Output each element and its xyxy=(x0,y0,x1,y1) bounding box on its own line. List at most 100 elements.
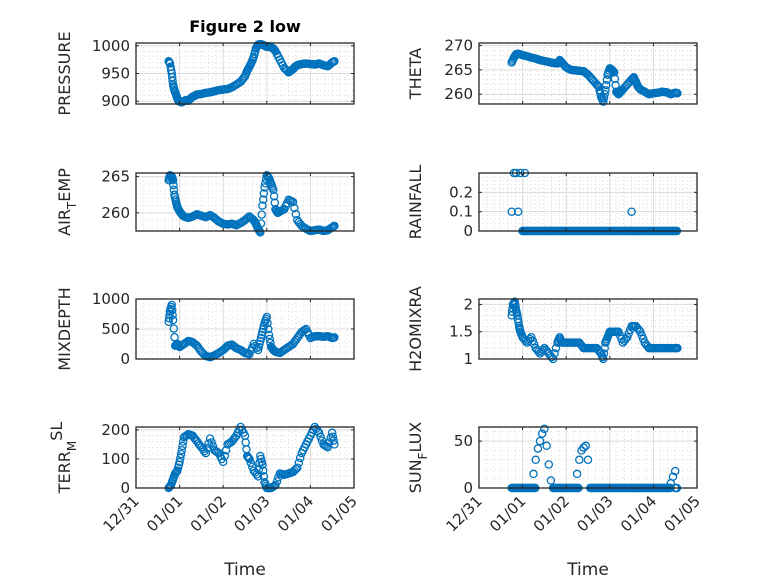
data-point xyxy=(540,424,549,434)
data-point xyxy=(176,453,185,463)
y-tick-label: 1.5 xyxy=(449,323,473,341)
data-point xyxy=(579,443,588,452)
y-tick-label: 260 xyxy=(444,85,473,103)
data-point xyxy=(601,80,611,90)
data-point xyxy=(177,445,187,455)
data-point xyxy=(293,463,302,472)
data-point xyxy=(168,315,178,325)
y-tick-label: 265 xyxy=(101,168,130,186)
x-tick-label: 01/01 xyxy=(143,492,186,535)
figure-title: Figure 2 low xyxy=(189,17,301,36)
data-point xyxy=(169,180,178,190)
y-tick-label: 900 xyxy=(101,92,130,110)
y-tick-label: 0 xyxy=(120,350,130,368)
y-tick-label: 2 xyxy=(463,295,473,313)
data-point xyxy=(550,349,559,358)
y-axis-label: PRESSURE xyxy=(55,31,74,115)
data-point xyxy=(328,432,338,441)
data-point xyxy=(167,300,177,310)
data-point xyxy=(175,457,184,467)
data-point xyxy=(507,207,516,216)
data-point xyxy=(329,436,338,445)
data-point xyxy=(622,332,632,342)
y-tick-label: 270 xyxy=(444,36,473,54)
data-point xyxy=(244,453,253,463)
data-point xyxy=(535,436,545,446)
data-point xyxy=(218,457,228,467)
data-point xyxy=(599,349,609,358)
data-point xyxy=(330,57,339,66)
data-point xyxy=(257,210,266,219)
x-tick-label: 01/03 xyxy=(573,492,616,535)
data-point xyxy=(542,441,551,451)
axes-box xyxy=(478,298,698,360)
data-point xyxy=(670,466,680,476)
data-point xyxy=(673,343,682,353)
y-label-subscript: M xyxy=(65,441,79,451)
data-point xyxy=(546,476,556,485)
data-point xyxy=(330,221,339,231)
data-point xyxy=(170,332,179,342)
data-point xyxy=(168,176,178,185)
data-point xyxy=(314,428,324,438)
data-point xyxy=(572,469,582,479)
data-point xyxy=(288,467,298,477)
y-tick-label: 0.2 xyxy=(449,183,473,201)
data-point xyxy=(295,453,305,463)
data-point xyxy=(291,209,301,219)
y-tick-label: 200 xyxy=(101,421,130,439)
data-point xyxy=(601,86,610,95)
data-point xyxy=(531,455,540,465)
x-tick-label: 01/04 xyxy=(617,492,660,535)
y-label-part: TERR xyxy=(55,451,74,494)
subplot-terr_msl: 0 100 200 12/31 01/01 01/02 01/03 01/04 01/05 TER… xyxy=(47,421,361,580)
data-point xyxy=(513,207,523,216)
data-point xyxy=(551,343,561,353)
x-tick-label: 01/05 xyxy=(318,492,361,535)
data-point xyxy=(581,441,591,451)
data-point xyxy=(609,68,619,77)
x-tick-label: 01/03 xyxy=(230,492,273,535)
y-label-subscript: T xyxy=(65,201,79,210)
y-tick-label: 1000 xyxy=(92,290,130,308)
data-point xyxy=(528,336,538,346)
data-point xyxy=(575,455,584,465)
y-label-part: SL xyxy=(47,422,66,441)
data-point xyxy=(600,89,609,99)
x-tick-label: 01/02 xyxy=(187,492,230,535)
data-point xyxy=(265,334,274,344)
data-point xyxy=(614,327,623,336)
data-point xyxy=(168,310,177,320)
data-point xyxy=(330,333,339,342)
data-point xyxy=(201,448,211,458)
data-point xyxy=(290,466,299,475)
y-tick-label: 100 xyxy=(101,450,130,468)
data-point xyxy=(258,195,268,204)
y-axis-label: AIRTEMP xyxy=(55,168,79,236)
data-point xyxy=(205,434,215,443)
data-point xyxy=(627,207,636,216)
subplot-air_temp: 260 265 AIRTEMP xyxy=(55,168,355,237)
y-label-part: LUX xyxy=(406,422,425,453)
data-point xyxy=(593,81,602,90)
y-axis-label: H2OMIXRA xyxy=(406,286,425,372)
data-point xyxy=(263,318,272,328)
y-tick-label: 265 xyxy=(444,61,473,79)
data-point xyxy=(256,228,265,237)
data-point xyxy=(176,449,186,459)
data-point xyxy=(269,191,279,201)
data-point xyxy=(207,438,216,447)
subplot-rainfall: 00.1 0.2 RAINFALL xyxy=(406,165,698,240)
subplot-h2omixra: 1 1.5 2 H2OMIXRA xyxy=(406,286,698,372)
data-point xyxy=(259,472,269,481)
y-tick-label: 950 xyxy=(101,65,130,83)
plot-area xyxy=(479,427,697,488)
y-label-part: AIR xyxy=(55,209,74,236)
y-axis-label: THETA xyxy=(406,48,425,100)
y-axis-label: TERRMSL xyxy=(47,422,79,495)
data-point xyxy=(529,469,538,479)
data-point xyxy=(272,476,282,486)
axes-box xyxy=(478,426,698,489)
data-point xyxy=(537,429,547,438)
